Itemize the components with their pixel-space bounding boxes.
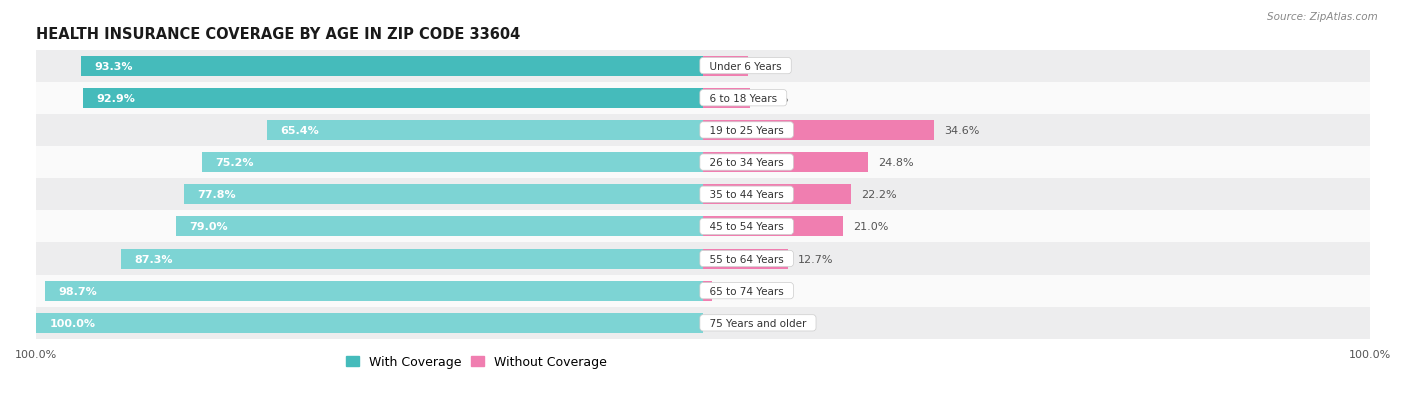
Text: 65 to 74 Years: 65 to 74 Years: [703, 286, 790, 296]
Text: 21.0%: 21.0%: [853, 222, 889, 232]
Bar: [703, 185, 851, 205]
Bar: [37, 313, 703, 333]
Text: 19 to 25 Years: 19 to 25 Years: [703, 126, 790, 135]
Bar: [201, 153, 703, 173]
Text: 24.8%: 24.8%: [879, 158, 914, 168]
Text: 79.0%: 79.0%: [190, 222, 228, 232]
Bar: [703, 217, 844, 237]
Text: 87.3%: 87.3%: [134, 254, 173, 264]
Text: 77.8%: 77.8%: [197, 190, 236, 200]
Text: 6 to 18 Years: 6 to 18 Years: [703, 93, 783, 104]
Bar: [703, 121, 934, 140]
Legend: With Coverage, Without Coverage: With Coverage, Without Coverage: [342, 350, 612, 373]
Text: 92.9%: 92.9%: [97, 93, 136, 104]
Text: 12.7%: 12.7%: [797, 254, 834, 264]
Bar: [703, 57, 748, 76]
Text: 45 to 54 Years: 45 to 54 Years: [703, 222, 790, 232]
Bar: [83, 88, 703, 109]
Bar: [45, 281, 703, 301]
Bar: [37, 211, 1369, 243]
Text: 65.4%: 65.4%: [280, 126, 319, 135]
Text: 6.7%: 6.7%: [758, 62, 786, 71]
Text: 22.2%: 22.2%: [860, 190, 897, 200]
Text: 7.1%: 7.1%: [761, 93, 789, 104]
Text: 98.7%: 98.7%: [58, 286, 97, 296]
Bar: [703, 249, 787, 269]
Text: 75 Years and older: 75 Years and older: [703, 318, 813, 328]
Bar: [37, 83, 1369, 114]
Text: 100.0%: 100.0%: [49, 318, 96, 328]
Text: HEALTH INSURANCE COVERAGE BY AGE IN ZIP CODE 33604: HEALTH INSURANCE COVERAGE BY AGE IN ZIP …: [37, 27, 520, 42]
Bar: [184, 185, 703, 205]
Bar: [121, 249, 703, 269]
Bar: [37, 275, 1369, 307]
Bar: [37, 50, 1369, 83]
Bar: [37, 243, 1369, 275]
Bar: [37, 147, 1369, 179]
Bar: [37, 179, 1369, 211]
Text: 75.2%: 75.2%: [215, 158, 253, 168]
Bar: [703, 281, 711, 301]
Bar: [37, 114, 1369, 147]
Text: 93.3%: 93.3%: [94, 62, 132, 71]
Bar: [37, 307, 1369, 339]
Bar: [267, 121, 703, 140]
Text: 26 to 34 Years: 26 to 34 Years: [703, 158, 790, 168]
Bar: [703, 153, 869, 173]
Text: Under 6 Years: Under 6 Years: [703, 62, 789, 71]
Text: 55 to 64 Years: 55 to 64 Years: [703, 254, 790, 264]
Text: 34.6%: 34.6%: [943, 126, 979, 135]
Text: 1.3%: 1.3%: [721, 286, 749, 296]
Text: 0.0%: 0.0%: [713, 318, 741, 328]
Text: 35 to 44 Years: 35 to 44 Years: [703, 190, 790, 200]
Bar: [703, 88, 751, 109]
Bar: [176, 217, 703, 237]
Bar: [80, 57, 703, 76]
Text: Source: ZipAtlas.com: Source: ZipAtlas.com: [1267, 12, 1378, 22]
